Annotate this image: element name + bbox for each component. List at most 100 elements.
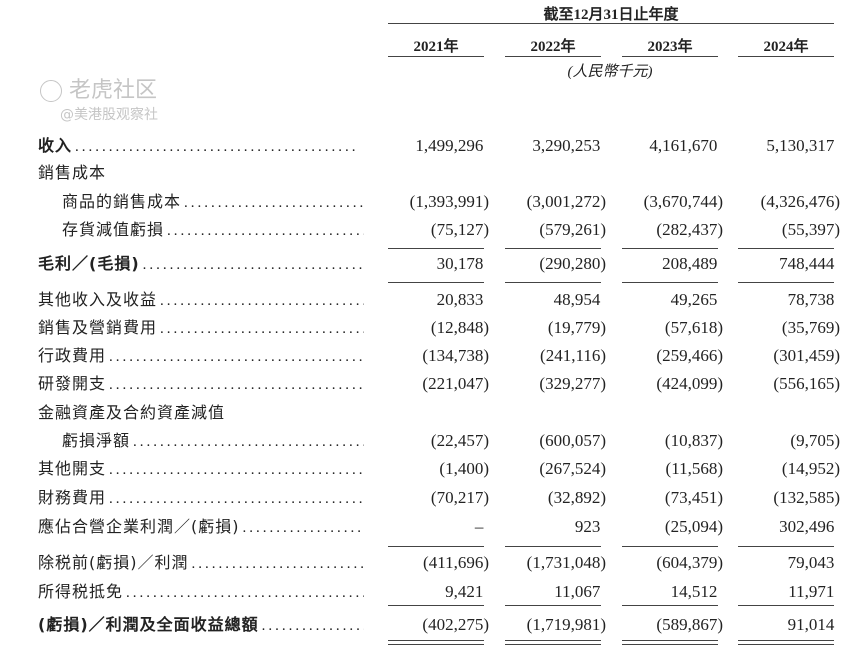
leader-dots: ........................................… (160, 321, 364, 337)
subtotal-rule (505, 282, 601, 283)
cell-2022: (290,280) (539, 254, 606, 273)
subtotal-rule (505, 605, 601, 606)
cell-2022: 48,954 (553, 290, 601, 309)
row-label: 收入 (38, 136, 73, 155)
cell-2024: (55,397) (781, 220, 840, 239)
row-label-cell: 財務費用....................................… (38, 487, 364, 510)
row-label-cell: 其他開支....................................… (38, 458, 364, 481)
year-2021: 2021年 (413, 39, 459, 55)
leader-dots: ........................................… (109, 377, 364, 393)
cell-2021: (411,696) (423, 553, 489, 572)
table-row: 其他收入及收益.................................… (0, 289, 864, 311)
subtotal-rule (622, 248, 718, 249)
year-rule (622, 56, 718, 57)
row-label-cell: 研發開支....................................… (38, 373, 364, 396)
row-label-cell: 應佔合營企業利潤／(虧損)...........................… (38, 516, 364, 539)
cell-2023: 14,512 (670, 582, 718, 601)
subtotal-rule (505, 640, 601, 641)
row-label: 其他開支 (38, 459, 107, 478)
row-label-cell: 存貨減值虧損..................................… (62, 219, 364, 242)
row-label: (虧損)／利潤及全面收益總額 (38, 615, 259, 634)
row-label-cell: 毛利／(毛損).................................… (38, 253, 364, 276)
row-label: 行政費用 (38, 346, 107, 365)
table-row: 研發開支....................................… (0, 373, 864, 395)
cell-2024: 5,130,317 (766, 136, 835, 155)
subtotal-rule (738, 248, 834, 249)
row-label: 存貨減值虧損 (62, 220, 165, 239)
cell-2023: (3,670,744) (643, 192, 723, 211)
row-label-cell: 金融資產及合約資產減值 (38, 402, 364, 424)
cell-2022: (600,057) (539, 431, 606, 450)
cell-2024: 302,496 (779, 517, 835, 536)
table-row: (虧損)／利潤及全面收益總額..........................… (0, 614, 864, 636)
cell-2024: (14,952) (781, 459, 840, 478)
cell-2022: (241,116) (540, 346, 606, 365)
cell-2022: (1,731,048) (526, 553, 606, 572)
table-row: 銷售成本 (0, 162, 864, 184)
row-label-cell: 其他收入及收益.................................… (38, 289, 364, 312)
subtotal-rule (388, 546, 484, 547)
subtotal-rule (388, 640, 484, 641)
cell-2022: (267,524) (539, 459, 606, 478)
cell-2022: (3,001,272) (526, 192, 606, 211)
table-row: 毛利／(毛損).................................… (0, 253, 864, 275)
subtotal-rule (738, 546, 834, 547)
row-label: 銷售成本 (38, 163, 107, 182)
cell-2023: (282,437) (656, 220, 723, 239)
row-label-cell: 虧損淨額....................................… (62, 430, 364, 453)
leader-dots: ........................................… (109, 349, 364, 365)
cell-2023: (604,379) (656, 553, 723, 572)
table-row: 應佔合營企業利潤／(虧損)...........................… (0, 516, 864, 538)
header-rule (388, 23, 834, 24)
subtotal-rule (622, 546, 718, 547)
cell-2021: (402,275) (422, 615, 489, 634)
leader-dots: ........................................… (109, 491, 364, 507)
year-rule (738, 56, 834, 57)
cell-2022: (579,261) (539, 220, 606, 239)
cell-2024: 748,444 (779, 254, 835, 273)
subtotal-rule (622, 605, 718, 606)
period-header: 截至12月31日止年度 (543, 7, 679, 23)
table-row: 其他開支....................................… (0, 458, 864, 480)
subtotal-rule (622, 640, 718, 641)
row-label: 虧損淨額 (62, 431, 131, 450)
unit-label: (人民幣千元) (567, 64, 653, 80)
watermark-handle: @美港股观察社 (60, 107, 158, 123)
cell-2024: 78,738 (787, 290, 835, 309)
cell-2023: (57,618) (664, 318, 723, 337)
cell-2021: 9,421 (445, 582, 484, 601)
subtotal-rule (622, 644, 718, 645)
row-label: 其他收入及收益 (38, 290, 158, 309)
cell-2023: (259,466) (656, 346, 723, 365)
cell-2023: 49,265 (670, 290, 718, 309)
year-rule (505, 56, 601, 57)
cell-2024: (556,165) (773, 374, 840, 393)
cell-2024: (9,705) (790, 431, 840, 450)
row-label: 金融資產及合約資產減值 (38, 403, 226, 422)
cell-2021: (134,738) (422, 346, 489, 365)
cell-2022: 11,067 (554, 582, 601, 601)
row-label: 研發開支 (38, 374, 107, 393)
subtotal-rule (388, 644, 484, 645)
cell-2021: (1,400) (439, 459, 489, 478)
cell-2021: (221,047) (422, 374, 489, 393)
cell-2022: 923 (574, 517, 601, 536)
cell-2024: (4,326,476) (760, 192, 840, 211)
cell-2023: 208,489 (662, 254, 718, 273)
cell-2022: (329,277) (539, 374, 606, 393)
cell-2023: (11,568) (665, 459, 723, 478)
leader-dots: ........................................… (184, 195, 364, 211)
cell-2023: 4,161,670 (649, 136, 718, 155)
row-label-cell: 除税前(虧損)／利潤..............................… (38, 552, 364, 575)
row-label-cell: 商品的銷售成本.................................… (62, 191, 364, 214)
table-row: 金融資產及合約資產減值 (0, 402, 864, 424)
cell-2021: (22,457) (430, 431, 489, 450)
subtotal-rule (738, 640, 834, 641)
cell-2024: 91,014 (787, 615, 835, 634)
subtotal-rule (738, 605, 834, 606)
subtotal-rule (388, 282, 484, 283)
row-label: 除税前(虧損)／利潤 (38, 553, 189, 572)
year-2022: 2022年 (530, 39, 576, 55)
table-row: 銷售及營銷費用.................................… (0, 317, 864, 339)
cell-2024: (132,585) (773, 488, 840, 507)
